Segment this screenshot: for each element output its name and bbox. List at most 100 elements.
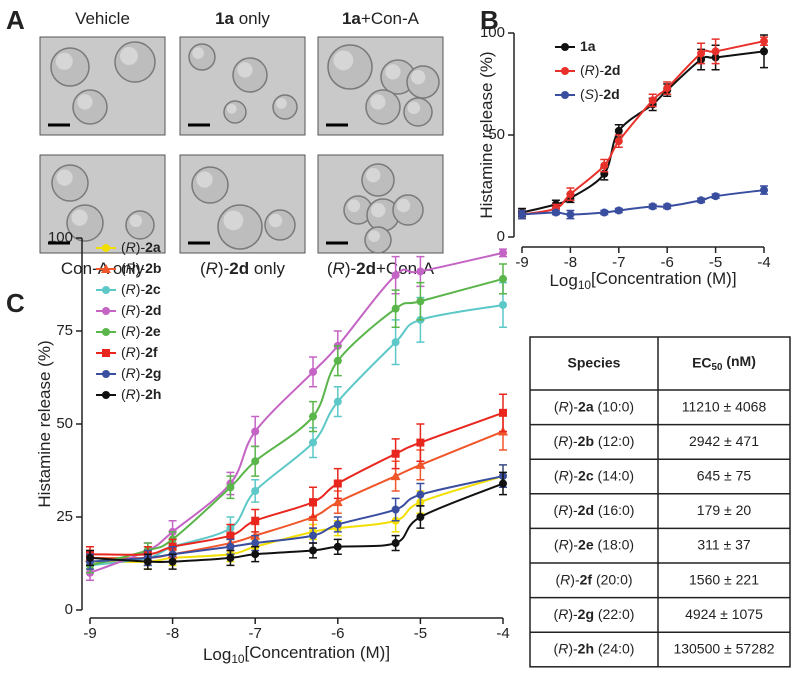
data-point [309, 367, 318, 376]
data-point [391, 338, 400, 347]
data-point [251, 516, 260, 525]
image-label: 1a+Con-A [342, 9, 420, 28]
data-point [566, 210, 575, 219]
table-cell: (R)-2h (24:0) [554, 640, 635, 656]
panel-letter: A [6, 5, 25, 35]
data-point [86, 553, 94, 562]
x-tick-label: -4 [496, 625, 509, 642]
data-point [226, 542, 235, 551]
legend-marker [102, 286, 110, 294]
legend-marker [561, 43, 569, 51]
cell-highlight [366, 168, 381, 183]
data-point [333, 356, 342, 365]
table-cell: 1560 ± 221 [689, 571, 759, 587]
cell-highlight [333, 50, 354, 71]
data-point [614, 137, 623, 146]
data-point [416, 438, 425, 447]
data-point [551, 208, 560, 217]
fit-line [521, 189, 765, 216]
data-point [251, 486, 260, 495]
cell-highlight [407, 101, 421, 115]
image-label: Vehicle [75, 9, 130, 28]
data-point [333, 520, 342, 529]
table-cell: (R)-2a (10:0) [554, 398, 634, 414]
legend-label: (R)-2f [121, 344, 158, 360]
data-point [333, 542, 342, 551]
table-border [529, 336, 791, 668]
data-point [499, 274, 507, 283]
table-cell: 2942 ± 471 [689, 433, 759, 449]
cell-highlight [385, 64, 401, 80]
fit-line [89, 251, 504, 574]
fit-line [89, 411, 504, 556]
data-point [499, 300, 507, 309]
table-cell: (R)-2g (22:0) [554, 606, 635, 622]
x-axis-label: Log10[Concentration (M)] [203, 644, 390, 667]
fit-line [89, 277, 504, 567]
data-point [499, 248, 507, 257]
data-point [251, 457, 260, 466]
y-axis-label: Histamine release (%) [477, 51, 496, 218]
image-label: (R)-2d only [200, 259, 286, 278]
data-point [226, 531, 235, 540]
table-cell: (R)-2c (14:0) [554, 467, 634, 483]
cell-highlight [371, 203, 386, 218]
cell-highlight [71, 209, 88, 226]
legend-marker [561, 91, 569, 99]
data-point [663, 202, 672, 211]
data-point [309, 531, 318, 540]
table-header: EC50 (nM) [692, 353, 756, 373]
data-point [333, 479, 342, 488]
data-point [648, 96, 657, 105]
data-point [600, 161, 609, 170]
data-point [416, 490, 425, 499]
data-point [566, 190, 575, 199]
data-point [226, 553, 235, 562]
data-point [309, 546, 318, 555]
data-point [391, 271, 400, 280]
data-point [332, 497, 343, 507]
data-point [697, 196, 706, 205]
cell-highlight [276, 98, 287, 109]
data-point [415, 459, 426, 469]
data-point [226, 483, 235, 492]
data-point [697, 49, 706, 58]
x-tick-label: -7 [249, 625, 262, 642]
table-cell: 179 ± 20 [697, 502, 752, 518]
table-header: Species [568, 354, 621, 370]
y-tick-label: 75 [56, 322, 73, 339]
data-point [143, 557, 152, 566]
cell-highlight [411, 70, 426, 85]
cell-highlight [223, 210, 244, 231]
data-point [309, 498, 318, 507]
cell-highlight [396, 198, 411, 213]
cell-highlight [368, 230, 380, 242]
table-cell: 4924 ± 1075 [685, 606, 763, 622]
y-tick-label: 100 [48, 229, 73, 246]
legend-label: (R)-2c [121, 281, 161, 297]
table-cell: (R)-2e (18:0) [554, 536, 634, 552]
y-tick-label: 100 [480, 24, 505, 41]
fit-line [521, 50, 765, 214]
legend-marker [102, 307, 110, 315]
x-axis-label: Log10[Concentration (M)] [549, 270, 736, 293]
x-tick-label: -6 [661, 254, 674, 271]
table-cell: 311 ± 37 [697, 536, 751, 552]
data-point [391, 539, 400, 548]
data-point [251, 539, 260, 548]
legend-marker [102, 370, 110, 378]
cell-highlight [55, 52, 73, 70]
x-tick-label: -8 [166, 625, 179, 642]
data-point [309, 438, 318, 447]
data-point [168, 557, 177, 566]
panel-letter: B [480, 5, 499, 35]
legend-marker [561, 67, 569, 75]
cell-highlight [192, 47, 204, 59]
fit-line [89, 303, 504, 567]
cell-highlight [120, 47, 138, 65]
fit-line [89, 482, 504, 564]
data-point [518, 210, 526, 219]
legend-marker [102, 391, 110, 399]
data-point [416, 513, 425, 521]
legend-label: (R)-2d [121, 302, 161, 318]
